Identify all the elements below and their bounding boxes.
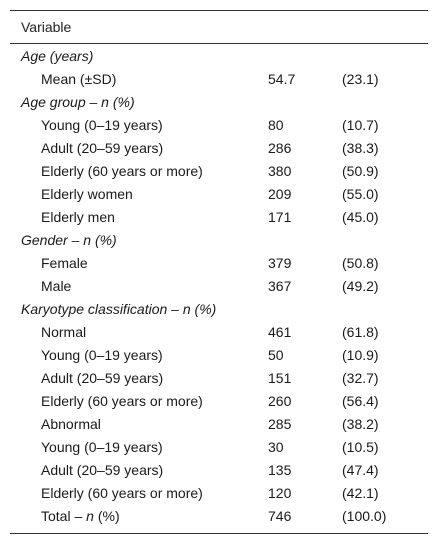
row-count: 30 [268,439,284,455]
group-label: Age group – n (%) [21,94,135,110]
group-header-row: Karyotype classification – n (%) [10,298,428,321]
row-count: 380 [268,163,292,179]
header-variable-label: Variable [21,19,72,35]
table-row: Adult (20–59 years) 151 (32.7) [10,367,428,390]
row-label: Elderly (60 years or more) [41,163,203,179]
row-count: 286 [268,140,292,156]
row-count: 260 [268,393,292,409]
row-label: Elderly (60 years or more) [41,485,203,501]
table-row: Male 367 (49.2) [10,275,428,298]
row-label: Young (0–19 years) [41,347,163,363]
row-count: 80 [268,117,284,133]
group-header-row: Age (years) [10,45,428,68]
row-percent: (49.2) [342,278,379,294]
row-label: Abnormal [41,416,101,432]
row-count: 171 [268,209,292,225]
row-percent: (38.2) [342,416,379,432]
row-label: Adult (20–59 years) [41,140,164,156]
demographics-table: Variable Age (years) Mean (±SD) 54.7 (23.1)… [10,10,428,534]
row-percent: (42.1) [342,485,379,501]
row-percent: (45.0) [342,209,379,225]
row-label: Total – n (%) [41,505,120,528]
table-top-rule [10,10,428,11]
group-header-row: Age group – n (%) [10,91,428,114]
table-row: Female 379 (50.8) [10,252,428,275]
row-percent: (10.5) [342,439,379,455]
row-label: Elderly men [41,209,115,225]
table-header-rule [10,43,428,44]
table-row: Adult (20–59 years) 286 (38.3) [10,137,428,160]
row-label: Normal [41,324,87,340]
row-count: 120 [268,485,292,501]
row-percent: (55.0) [342,186,379,202]
group-label: Gender – n (%) [21,232,117,248]
table-row: Elderly (60 years or more) 380 (50.9) [10,160,428,183]
row-count: 135 [268,462,292,478]
row-percent: (38.3) [342,140,379,156]
row-count: 379 [268,255,292,271]
table-row: Young (0–19 years) 50 (10.9) [10,344,428,367]
row-percent: (10.7) [342,117,379,133]
row-percent: (10.9) [342,347,379,363]
row-label: Elderly (60 years or more) [41,393,203,409]
table-row: Young (0–19 years) 80 (10.7) [10,114,428,137]
row-label: Young (0–19 years) [41,117,163,133]
table-header: Variable [10,11,428,43]
row-label: Adult (20–59 years) [41,462,164,478]
row-percent: (32.7) [342,370,379,386]
table-row: Young (0–19 years) 30 (10.5) [10,436,428,459]
row-label-n: n [86,508,94,524]
row-percent: (50.9) [342,163,379,179]
row-label: Mean (±SD) [41,71,117,87]
group-header-row: Gender – n (%) [10,229,428,252]
row-count: 50 [268,347,284,363]
table-row: Normal 461 (61.8) [10,321,428,344]
row-count: 746 [268,508,292,524]
table-row: Elderly men 171 (45.0) [10,206,428,229]
total-row: Total – n (%) 746 (100.0) [10,505,428,528]
row-label: Male [41,278,72,294]
table-bottom-rule [10,533,428,534]
row-label-suffix: (%) [93,508,120,524]
table-row: Abnormal 285 (38.2) [10,413,428,436]
row-count: 151 [268,370,292,386]
row-label: Elderly women [41,186,133,202]
table-row: Elderly (60 years or more) 260 (56.4) [10,390,428,413]
row-count: 367 [268,278,292,294]
table-body: Age (years) Mean (±SD) 54.7 (23.1) Age group… [10,44,428,533]
row-count: 209 [268,186,292,202]
row-count: 54.7 [268,71,296,87]
row-percent: (56.4) [342,393,379,409]
row-percent: (23.1) [342,71,379,87]
group-label: Karyotype classification – n (%) [21,301,217,317]
row-label: Adult (20–59 years) [41,370,164,386]
row-count: 461 [268,324,292,340]
group-label: Age (years) [21,48,94,64]
row-percent: (50.8) [342,255,379,271]
row-percent: (100.0) [342,508,387,524]
table-row: Elderly women 209 (55.0) [10,183,428,206]
table-row: Mean (±SD) 54.7 (23.1) [10,68,428,91]
row-count: 285 [268,416,292,432]
table-row: Elderly (60 years or more) 120 (42.1) [10,482,428,505]
row-percent: (47.4) [342,462,379,478]
row-label-prefix: Total – [41,508,87,524]
row-label: Young (0–19 years) [41,439,163,455]
table-row: Adult (20–59 years) 135 (47.4) [10,459,428,482]
row-label: Female [41,255,88,271]
row-percent: (61.8) [342,324,379,340]
